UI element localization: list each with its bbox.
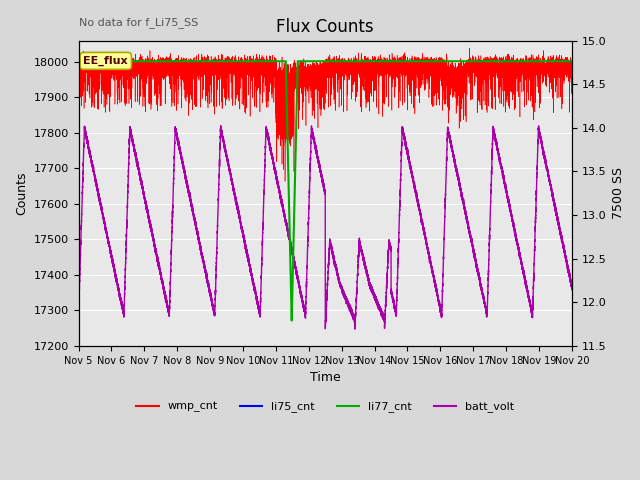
Title: Flux Counts: Flux Counts <box>276 18 374 36</box>
X-axis label: Time: Time <box>310 371 340 384</box>
Text: No data for f_Li75_SS: No data for f_Li75_SS <box>79 18 198 28</box>
Y-axis label: Counts: Counts <box>15 171 28 215</box>
Legend: wmp_cnt, li75_cnt, li77_cnt, batt_volt: wmp_cnt, li75_cnt, li77_cnt, batt_volt <box>132 397 518 417</box>
Y-axis label: 7500 SS: 7500 SS <box>612 167 625 219</box>
Text: EE_flux: EE_flux <box>83 56 128 66</box>
